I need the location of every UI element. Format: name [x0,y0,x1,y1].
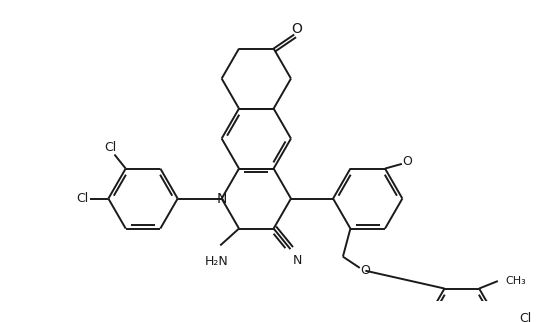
Text: O: O [403,155,413,167]
Text: Cl: Cl [519,312,531,322]
Text: CH₃: CH₃ [505,276,526,286]
Text: N: N [217,192,227,205]
Text: O: O [291,22,302,36]
Text: H₂N: H₂N [204,255,229,268]
Text: Cl: Cl [76,192,88,205]
Text: O: O [360,264,370,277]
Text: N: N [293,254,302,267]
Text: Cl: Cl [105,141,117,155]
